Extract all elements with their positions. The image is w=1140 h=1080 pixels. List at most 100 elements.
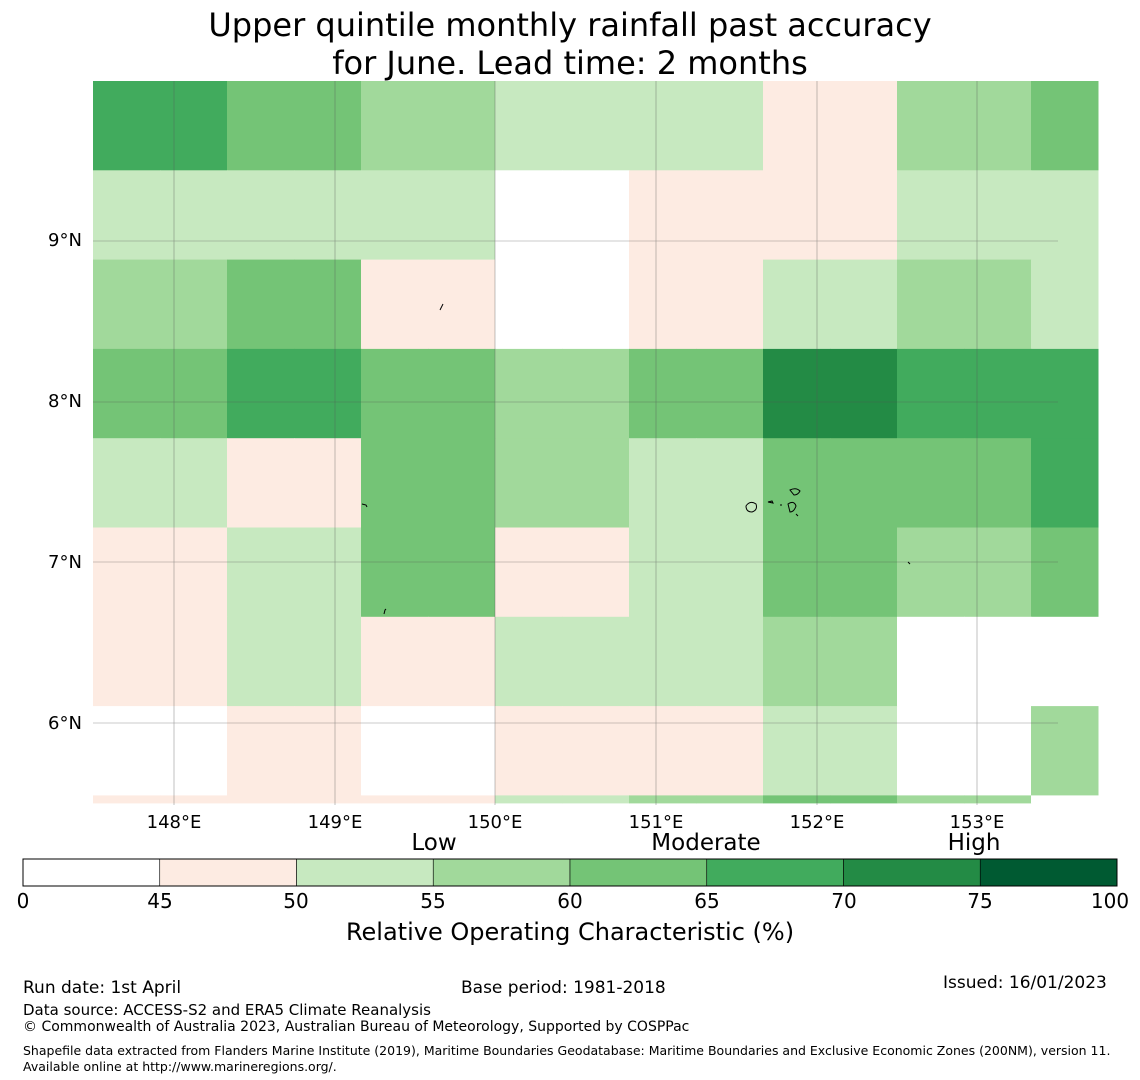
colorbar-tick: 60 [557,889,583,913]
grid-cell [495,81,563,171]
grid-cell [562,527,630,618]
grid-cell [361,81,429,171]
grid-cell [294,259,362,350]
grid-cell [495,795,563,804]
shapefile-credit: Shapefile data extracted from Flanders M… [23,1043,1111,1074]
grid-cell [160,348,228,439]
grid-cell [495,348,563,439]
grid-cell [629,438,697,528]
grid-cell [495,170,563,261]
grid-cell [830,259,898,350]
grid-cell [1031,81,1099,171]
colorbar-segment [979,858,1118,887]
grid-cell [227,438,295,528]
colorbar-tick: 70 [831,889,857,913]
lat-label-7n: 7°N [48,552,82,573]
grid-cell [227,259,295,350]
island-outlines [361,303,911,615]
grid-cell [160,795,228,804]
category-low: Low [411,830,457,856]
grid-cell [93,795,161,804]
grid-cell [763,438,831,528]
grid-cell [897,527,965,618]
grid-cell [830,348,898,439]
grid-cell [93,616,161,707]
grid-cell [227,616,295,707]
grid-cell [361,527,429,618]
grid-cell [160,81,228,171]
lon-label-151e: 151°E [628,812,684,833]
grid-cell [361,616,429,707]
category-high: High [947,830,1001,856]
grid-cell [629,527,697,618]
grid-cell [629,706,697,796]
grid-cell [93,81,161,171]
lon-label-153e: 153°E [949,812,1005,833]
grid-cell [964,348,1032,439]
colorbar-tick: 65 [694,889,720,913]
grid-cell [1031,527,1099,618]
grid-cell [160,170,228,261]
grid-cell [629,795,697,804]
colorbar-tick: 50 [283,889,309,913]
colorbar-segment [432,858,571,887]
grid-cell [562,170,630,261]
grid-cell [294,706,362,796]
island-outline [907,561,911,565]
grid-cell [294,438,362,528]
base-period: Base period: 1981-2018 [461,978,666,998]
grid-cell [361,259,429,350]
grid-cell [562,259,630,350]
colorbar-segment [569,858,708,887]
grid-cell [428,527,496,618]
grid-cell [897,795,965,804]
grid-cell [1031,170,1099,261]
grid-cell [964,81,1032,171]
grid-cell [361,170,429,261]
island-outline [439,303,444,311]
grid-cell [495,259,563,350]
rainfall-accuracy-grid [93,81,1099,804]
grid-cell [294,170,362,261]
colorbar-tick: 75 [967,889,993,913]
lon-label-149e: 149°E [307,812,363,833]
issued-date: Issued: 16/01/2023 [943,973,1107,993]
grid-cell [897,81,965,171]
grid-cell [1031,438,1099,528]
grid-cell [897,259,965,350]
colorbar-segment [22,858,161,887]
grid-cell [763,170,831,261]
island-outline [383,608,387,615]
grid-cell [93,259,161,350]
grid-cell [160,706,228,796]
grid-cell [160,438,228,528]
lat-label-6n: 6°N [48,713,82,734]
grid-cell [428,438,496,528]
grid-cell [964,616,1032,707]
colorbar-tick: 100 [1090,889,1130,913]
lat-label-8n: 8°N [48,391,82,412]
grid-cell [1031,795,1099,804]
grid-cell [495,706,563,796]
lon-label-150e: 150°E [467,812,523,833]
grid-cell [964,170,1032,261]
grid-cell [495,527,563,618]
grid-cell [629,81,697,171]
colorbar-segment [706,858,844,887]
colorbar-segment [296,858,434,887]
grid-cell [964,795,1032,804]
colorbar-tick: 0 [16,889,30,913]
grid-cell [428,348,496,439]
chart-title-line1: Upper quintile monthly rainfall past acc… [208,6,932,44]
category-moderate: Moderate [651,830,761,856]
grid-cell [830,616,898,707]
run-date: Run date: 1st April [23,978,182,998]
grid-cell [629,348,697,439]
grid-cell [629,616,697,707]
colorbar-title: Relative Operating Characteristic (%) [345,918,795,946]
grid-cell [897,438,965,528]
colorbar [22,858,1118,887]
grid-cell [227,81,295,171]
grid-cell [562,706,630,796]
copyright: © Commonwealth of Australia 2023, Austra… [23,1019,690,1035]
